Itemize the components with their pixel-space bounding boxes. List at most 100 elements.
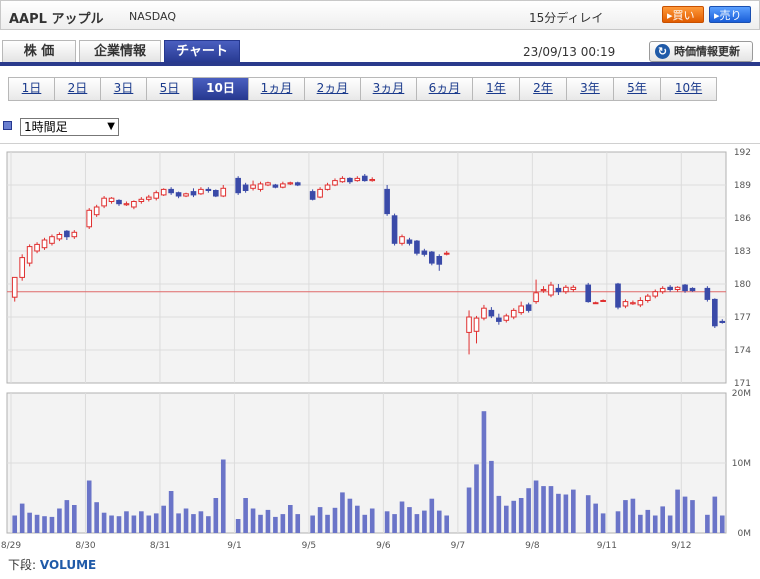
- candle-body: [712, 298, 718, 327]
- volume-bar: [481, 411, 487, 533]
- candle-body: [540, 289, 547, 292]
- range-1m[interactable]: 1ヵ月: [249, 78, 305, 100]
- candle-body: [309, 191, 316, 200]
- volume-bar: [206, 516, 211, 533]
- volume-bar: [161, 505, 166, 533]
- candle-body: [533, 292, 539, 303]
- candle-body: [436, 256, 443, 265]
- volume-bar: [526, 488, 531, 533]
- volume-bar: [317, 507, 323, 533]
- candle-body: [555, 287, 562, 293]
- volume-bar: [168, 491, 174, 533]
- symbol-title: AAPL アップル: [9, 12, 104, 27]
- candle-body: [198, 188, 204, 195]
- interval-select-value: 1時間足: [24, 120, 68, 134]
- candle-body: [704, 287, 711, 300]
- range-10y[interactable]: 10年: [661, 78, 716, 100]
- candle-body: [19, 257, 25, 278]
- volume-bar: [422, 510, 427, 533]
- candle-body: [257, 183, 264, 190]
- volume-bar: [652, 515, 658, 533]
- volume-bar: [474, 464, 479, 533]
- candle-body: [481, 307, 487, 319]
- footer-label: 下段: VOLUME: [8, 556, 96, 573]
- date-tick-label: 9/8: [525, 541, 540, 551]
- date-tick-label: 8/31: [150, 541, 170, 551]
- range-3m[interactable]: 3ヵ月: [361, 78, 417, 100]
- volume-bar: [287, 505, 293, 533]
- volume-bar: [630, 498, 636, 533]
- volume-tick-label: 20M: [732, 389, 751, 399]
- candle-body: [600, 300, 606, 302]
- volume-bar: [429, 498, 435, 533]
- candle-body: [689, 287, 696, 292]
- candle-body: [719, 320, 726, 323]
- range-2d[interactable]: 2日: [55, 78, 101, 100]
- volume-bar: [27, 512, 32, 533]
- volume-bar: [496, 495, 502, 533]
- candle-body: [93, 206, 100, 216]
- refresh-label: 時価情報更新: [674, 45, 740, 58]
- interval-select[interactable]: 1時間足 ▼: [20, 118, 119, 136]
- price-tick-label: 180: [734, 280, 751, 290]
- range-2y[interactable]: 2年: [520, 78, 567, 100]
- price-tick-label: 186: [734, 214, 751, 224]
- range-3y[interactable]: 3年: [567, 78, 614, 100]
- tab-stock-price[interactable]: 株 価: [2, 40, 76, 63]
- range-2m[interactable]: 2ヵ月: [305, 78, 361, 100]
- sell-button[interactable]: ▸売り: [709, 6, 751, 23]
- quote-header: AAPL アップル NASDAQ 15分ディレイ ▸買い ▸売り: [0, 0, 760, 30]
- date-tick-label: 9/1: [227, 541, 241, 551]
- range-3d[interactable]: 3日: [101, 78, 147, 100]
- volume-bar: [109, 515, 114, 533]
- candle-body: [160, 188, 167, 196]
- range-5d[interactable]: 5日: [147, 78, 193, 100]
- buy-button[interactable]: ▸買い: [662, 6, 704, 23]
- candle-body: [443, 252, 450, 255]
- volume-bar: [191, 514, 196, 533]
- volume-bar: [414, 514, 420, 533]
- candle-body: [369, 179, 376, 182]
- candle-body: [428, 251, 435, 264]
- volume-bar: [615, 511, 621, 533]
- tab-company-info[interactable]: 企業情報: [79, 40, 161, 63]
- volume-bar: [563, 494, 569, 533]
- candle-body: [488, 309, 495, 317]
- volume-bar: [690, 500, 695, 533]
- volume-bar: [295, 514, 301, 533]
- range-1d[interactable]: 1日: [9, 78, 55, 100]
- range-5y[interactable]: 5年: [614, 78, 661, 100]
- date-tick-label: 9/7: [451, 541, 465, 551]
- candle-body: [570, 286, 577, 290]
- volume-bar: [94, 502, 99, 533]
- price-tick-label: 177: [734, 313, 751, 323]
- volume-bar: [384, 511, 390, 533]
- date-tick-label: 9/6: [376, 541, 391, 551]
- candle-body: [205, 188, 212, 191]
- candle-body: [548, 284, 554, 296]
- volume-bar: [518, 498, 524, 533]
- volume-bar: [503, 505, 509, 533]
- volume-bar: [600, 513, 606, 533]
- tab-chart[interactable]: チャート: [164, 40, 240, 63]
- delay-label: 15分ディレイ: [529, 11, 604, 25]
- volume-bar: [220, 459, 226, 533]
- volume-bar: [623, 500, 628, 533]
- range-1y[interactable]: 1年: [473, 78, 520, 100]
- candle-body: [354, 177, 361, 182]
- date-tick-label: 9/12: [671, 541, 691, 551]
- refresh-button[interactable]: ↻ 時価情報更新: [649, 41, 753, 62]
- footer-volume-link[interactable]: VOLUME: [39, 558, 97, 572]
- volume-bar: [139, 511, 144, 533]
- volume-bar: [332, 507, 338, 533]
- candle-body: [503, 315, 510, 321]
- volume-bar: [489, 460, 494, 533]
- footer-prefix: 下段:: [8, 558, 37, 572]
- volume-bar: [213, 498, 219, 533]
- range-10d[interactable]: 10日: [193, 78, 249, 100]
- candle-body: [496, 317, 502, 322]
- volume-bar: [101, 512, 107, 533]
- range-6m[interactable]: 6ヵ月: [417, 78, 473, 100]
- volume-bar: [585, 495, 591, 533]
- date-tick-label: 9/5: [302, 541, 316, 551]
